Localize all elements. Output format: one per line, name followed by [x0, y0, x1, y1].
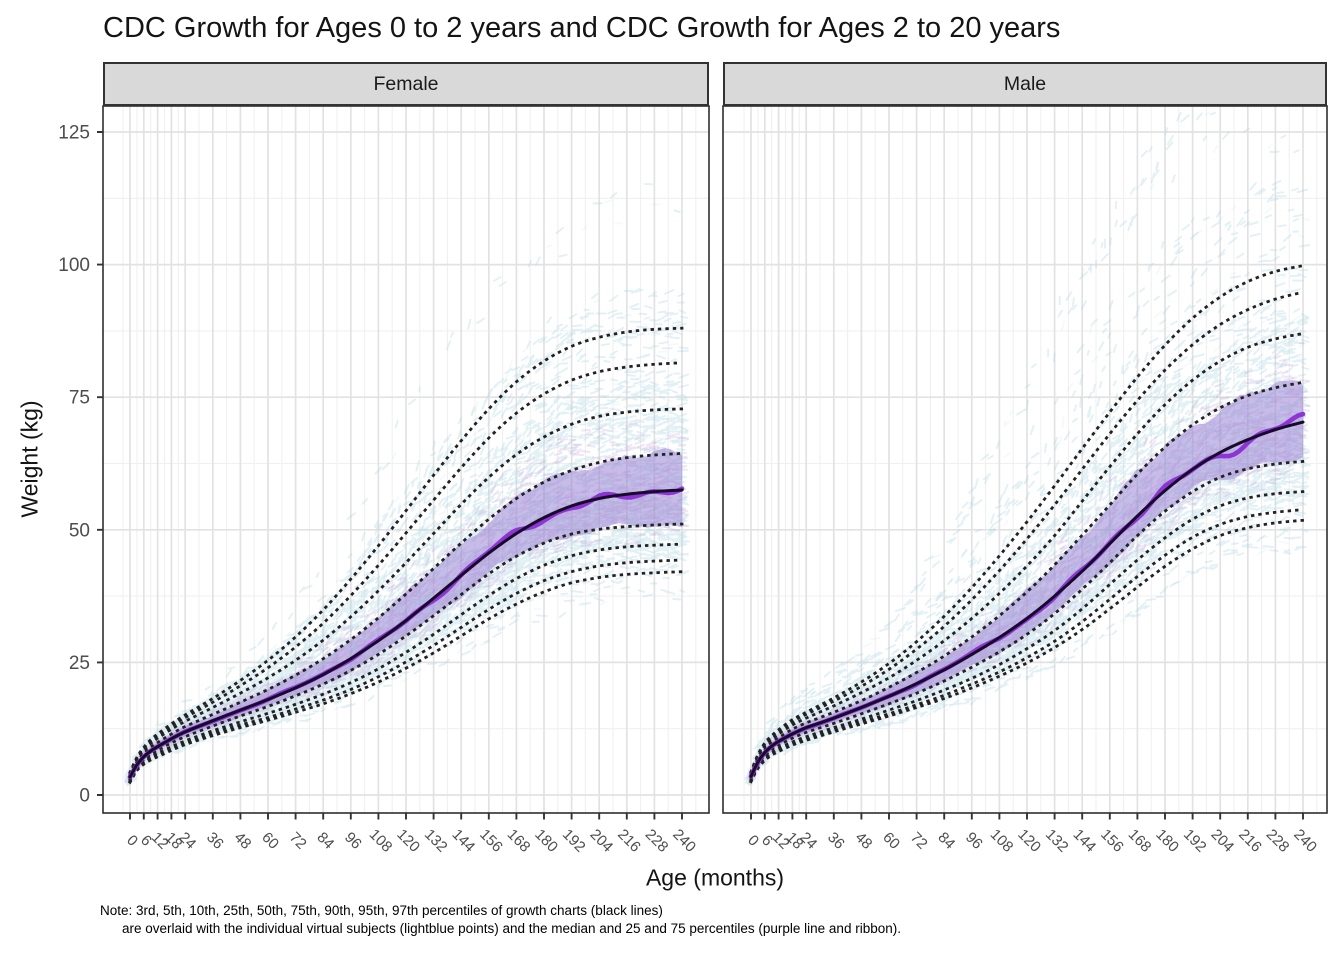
svg-text:180: 180 — [531, 826, 561, 856]
page-title: CDC Growth for Ages 0 to 2 years and CDC… — [103, 12, 1061, 44]
svg-text:24: 24 — [796, 829, 820, 853]
svg-text:125: 125 — [58, 123, 90, 144]
svg-text:180: 180 — [1152, 826, 1182, 856]
svg-text:156: 156 — [476, 826, 506, 856]
svg-text:72: 72 — [907, 829, 931, 853]
svg-text:228: 228 — [1263, 826, 1293, 856]
svg-text:60: 60 — [879, 829, 903, 853]
cdc-median-line — [128, 488, 684, 779]
svg-text:108: 108 — [987, 826, 1017, 856]
svg-text:120: 120 — [1014, 826, 1044, 856]
svg-text:216: 216 — [1235, 826, 1265, 856]
cdc-percentile-dotted-lines — [128, 326, 684, 785]
iqr-ribbon — [751, 380, 1303, 779]
x-axis-title: Age (months) — [645, 864, 785, 891]
svg-text:240: 240 — [1290, 826, 1320, 856]
svg-text:120: 120 — [393, 826, 423, 856]
cdc-median-line — [749, 420, 1305, 778]
svg-text:100: 100 — [58, 255, 90, 276]
svg-text:36: 36 — [824, 829, 848, 853]
svg-text:84: 84 — [934, 829, 958, 853]
svg-text:0: 0 — [123, 832, 141, 850]
svg-text:0: 0 — [79, 786, 90, 807]
svg-text:84: 84 — [313, 829, 337, 853]
svg-text:72: 72 — [286, 829, 310, 853]
svg-text:144: 144 — [449, 826, 479, 856]
svg-text:132: 132 — [1042, 826, 1072, 856]
svg-text:75: 75 — [69, 388, 90, 409]
svg-text:168: 168 — [1125, 826, 1155, 856]
facet-strip-female-label: Female — [373, 72, 439, 95]
svg-text:204: 204 — [587, 826, 617, 856]
footnote-line-2: are overlaid with the individual virtual… — [122, 921, 901, 936]
y-axis-title: Weight (kg) — [16, 400, 43, 518]
footnote-line-1: Note: 3rd, 5th, 10th, 25th, 50th, 75th, … — [100, 903, 663, 918]
svg-text:25: 25 — [69, 653, 90, 674]
svg-text:108: 108 — [366, 826, 396, 856]
svg-text:0: 0 — [744, 832, 762, 850]
facet-strip-male-label: Male — [1003, 72, 1047, 95]
svg-text:24: 24 — [175, 829, 199, 853]
iqr-ribbon — [130, 448, 682, 780]
svg-text:192: 192 — [559, 826, 589, 856]
svg-text:216: 216 — [614, 826, 644, 856]
svg-text:228: 228 — [642, 826, 672, 856]
panel-border — [722, 105, 1328, 814]
svg-text:48: 48 — [852, 829, 876, 853]
svg-text:240: 240 — [669, 826, 699, 856]
svg-text:36: 36 — [203, 829, 227, 853]
y-axis-ticks — [97, 131, 103, 796]
facet-strip-female: Female — [103, 62, 709, 106]
svg-text:192: 192 — [1180, 826, 1210, 856]
svg-text:204: 204 — [1208, 826, 1238, 856]
svg-text:96: 96 — [341, 829, 365, 853]
facet-strip-male: Male — [723, 62, 1327, 106]
x-axis-ticks — [750, 813, 1304, 820]
svg-text:132: 132 — [421, 826, 451, 856]
svg-text:50: 50 — [69, 520, 90, 541]
svg-text:48: 48 — [231, 829, 255, 853]
svg-text:60: 60 — [258, 829, 282, 853]
x-axis-ticks — [129, 813, 683, 820]
svg-text:156: 156 — [1097, 826, 1127, 856]
svg-text:96: 96 — [962, 829, 986, 853]
svg-text:168: 168 — [504, 826, 534, 856]
y-tick-labels: 0 25 50 75 100 125 — [58, 123, 90, 807]
svg-text:144: 144 — [1070, 826, 1100, 856]
